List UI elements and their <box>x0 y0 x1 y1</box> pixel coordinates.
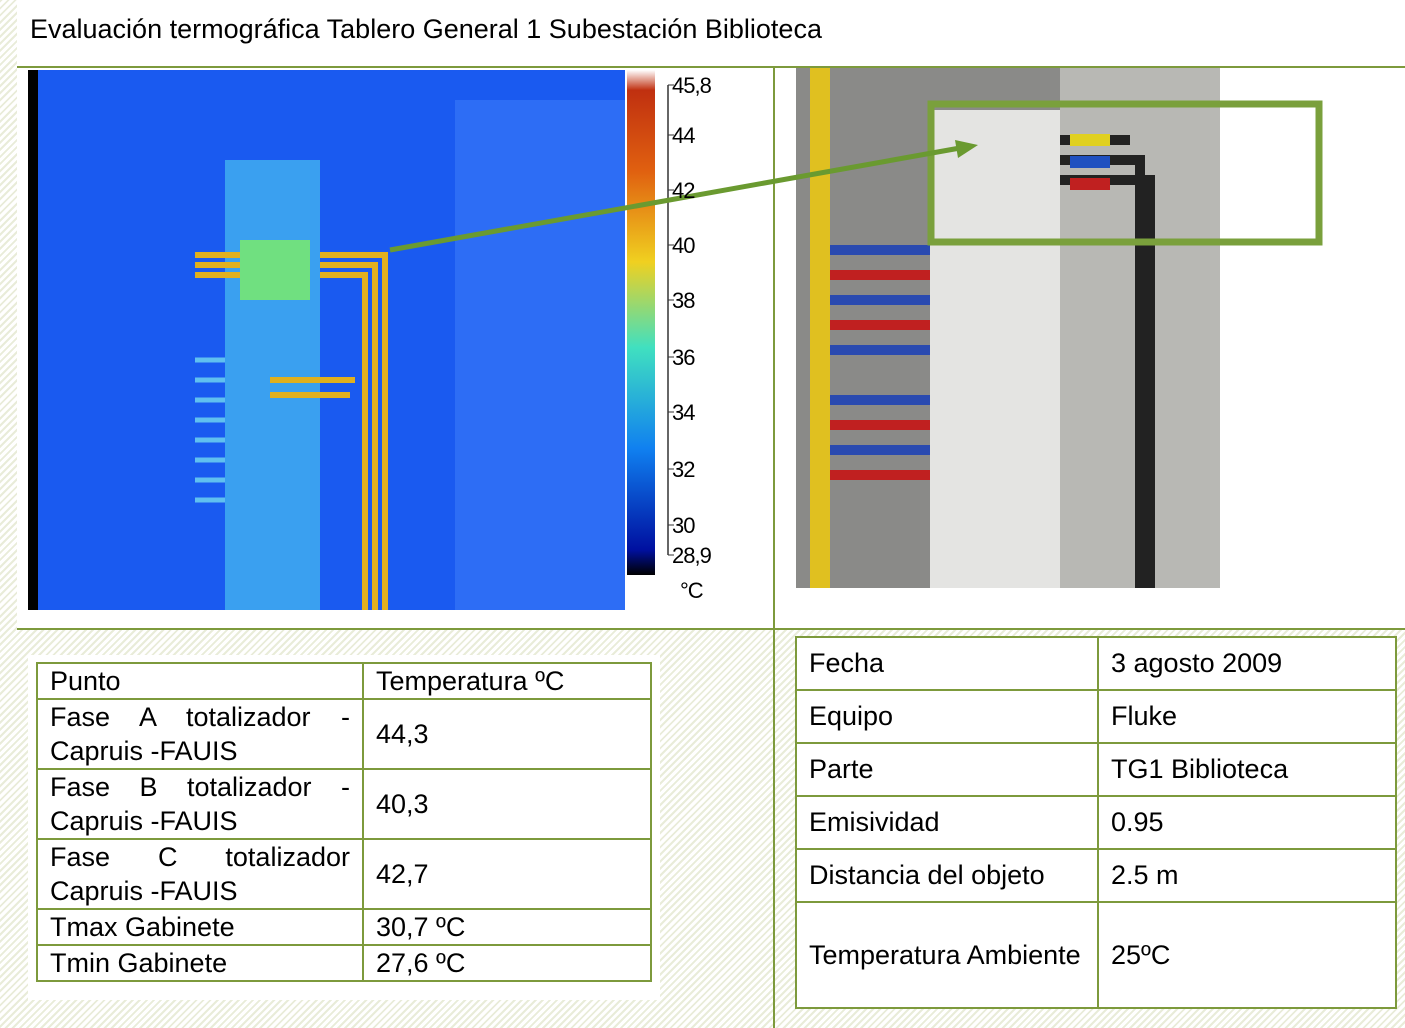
scale-label: 32 <box>672 457 695 482</box>
row: Tmin Gabinete 27,6 ºC <box>36 944 652 982</box>
row: Emisividad 0.95 <box>795 795 1397 850</box>
cell: Parte <box>795 742 1099 797</box>
info-table: Fecha 3 agosto 2009 Equipo Fluke Parte TG1 Bi… <box>795 636 1397 1009</box>
scale-label: 28,9 <box>672 543 712 568</box>
title: Evaluación termográfica Tablero General … <box>30 14 822 44</box>
cell: Fecha <box>795 636 1099 691</box>
scale-label: 30 <box>672 513 695 538</box>
scale-label: 45,8 <box>672 73 712 98</box>
thermal-image <box>28 70 625 610</box>
cell: Temperatura Ambiente <box>795 901 1099 1009</box>
cell: Fase B totalizador - Capruis -FAUIS <box>36 768 364 840</box>
cell: 2.5 m <box>1097 848 1397 903</box>
arrow <box>389 145 961 253</box>
divider <box>773 630 775 1028</box>
row: Fase A totalizador - Capruis -FAUIS 44,3 <box>36 698 652 770</box>
row: Temperatura Ambiente 25ºC <box>795 901 1397 1009</box>
cell: 0.95 <box>1097 795 1397 850</box>
readings-table: Punto Temperatura ºC Fase A totalizador - … <box>36 662 652 982</box>
cell: Fase A totalizador - Capruis -FAUIS <box>36 698 364 770</box>
scale-unit: °C <box>680 578 704 603</box>
images: 45,8 44 42 40 38 36 34 32 30 28,9 °C <box>28 68 1323 610</box>
scale-label: 44 <box>672 123 695 148</box>
cell: Fase C totalizador Capruis -FAUIS <box>36 838 364 910</box>
scale-label: 34 <box>672 400 695 425</box>
cell: Tmax Gabinete <box>36 908 364 946</box>
cell: Equipo <box>795 689 1099 744</box>
cell: 42,7 <box>362 838 652 910</box>
cell: TG1 Biblioteca <box>1097 742 1397 797</box>
row: Equipo Fluke <box>795 689 1397 744</box>
cell: 30,7 ºC <box>362 908 652 946</box>
scale-label: 42 <box>672 178 695 203</box>
cell: Emisividad <box>795 795 1099 850</box>
cell: 40,3 <box>362 768 652 840</box>
header-row: Punto Temperatura ºC <box>36 662 652 700</box>
row: Fase C totalizador Capruis -FAUIS 42,7 <box>36 838 652 910</box>
cell: Tmin Gabinete <box>36 944 364 982</box>
cell: 27,6 ºC <box>362 944 652 982</box>
cell: 25ºC <box>1097 901 1397 1009</box>
cell: 44,3 <box>362 698 652 770</box>
scale-label: 36 <box>672 345 695 370</box>
cell: Fluke <box>1097 689 1397 744</box>
scale-label: 38 <box>672 288 695 313</box>
row: Tmax Gabinete 30,7 ºC <box>36 908 652 946</box>
color-scale <box>627 70 655 575</box>
cell: Distancia del objeto <box>795 848 1099 903</box>
row: Fase B totalizador - Capruis -FAUIS 40,3 <box>36 768 652 840</box>
header-cell: Punto <box>36 662 364 700</box>
row: Distancia del objeto 2.5 m <box>795 848 1397 903</box>
row: Parte TG1 Biblioteca <box>795 742 1397 797</box>
cell: 3 agosto 2009 <box>1097 636 1397 691</box>
header-cell: Temperatura ºC <box>362 662 652 700</box>
highlight-box <box>927 100 1323 246</box>
scale-label: 40 <box>672 233 695 258</box>
arrow-head <box>955 140 978 158</box>
title-cell <box>17 0 1405 68</box>
row: Fecha 3 agosto 2009 <box>795 636 1397 691</box>
photo <box>796 68 1220 588</box>
